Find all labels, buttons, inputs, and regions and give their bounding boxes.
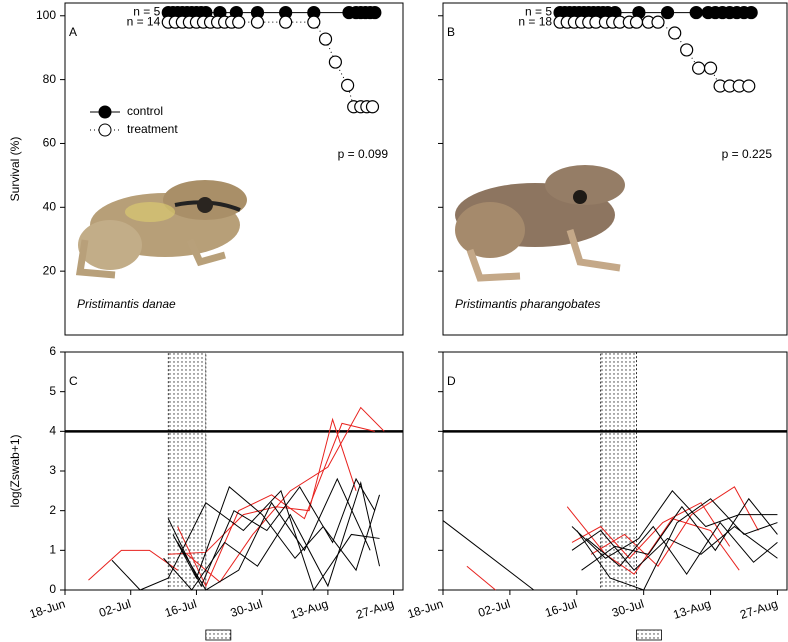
y-axis-label: Survival (%) [8, 137, 22, 202]
series-line [590, 486, 759, 567]
y-axis-label: log(Zswab+1) [8, 434, 22, 507]
p-value: p = 0.099 [338, 147, 389, 161]
x-tick-label: 18-Jun [406, 597, 445, 622]
n-label: n = 14 [127, 14, 161, 28]
y-tick-label: 4 [49, 424, 56, 438]
marker [328, 55, 342, 69]
series-line [560, 21, 749, 87]
marker [365, 100, 380, 114]
n-label: n = 18 [518, 14, 552, 28]
y-tick-label: 40 [43, 199, 57, 213]
x-tick-label: 13-Aug [289, 597, 330, 622]
plot-frame [64, 351, 404, 591]
exposure-key [205, 629, 232, 641]
series-line [586, 521, 778, 576]
y-tick-label: 80 [43, 72, 57, 86]
series-line [581, 497, 778, 571]
marker [660, 5, 675, 20]
y-tick-label: 6 [49, 344, 56, 358]
y-tick-label: 0 [49, 582, 56, 596]
x-tick-label: 13-Aug [671, 597, 712, 622]
series-line [111, 489, 380, 592]
x-tick-label: 27-Aug [354, 597, 395, 622]
legend-marker [98, 105, 112, 119]
panel-label: C [69, 374, 78, 388]
y-tick-label: 3 [49, 463, 56, 477]
legend-label: treatment [127, 122, 178, 136]
marker [307, 15, 321, 29]
panel-label: D [447, 374, 456, 388]
series-line [576, 498, 778, 591]
x-tick-label: 16-Jul [163, 597, 198, 620]
marker [742, 79, 756, 93]
series-line [571, 525, 778, 571]
plot-frame [64, 2, 404, 336]
frog-photo [75, 180, 247, 279]
marker [341, 78, 355, 92]
marker [744, 5, 758, 20]
marker [629, 15, 644, 29]
y-tick-label: 5 [49, 384, 56, 398]
frog-photo [455, 165, 625, 282]
marker [318, 32, 333, 46]
series-line [163, 480, 381, 591]
marker [703, 61, 718, 75]
series-line [571, 490, 778, 559]
exposure-window [167, 351, 207, 591]
x-tick-label: 18-Jun [28, 597, 67, 622]
series-line [88, 549, 178, 581]
species-name: Pristimantis danae [77, 297, 176, 311]
marker [368, 5, 382, 20]
n-label: n = 5 [525, 5, 552, 19]
n-label: n = 5 [133, 5, 160, 19]
marker [250, 15, 265, 29]
marker [232, 15, 246, 29]
y-tick-label: 60 [43, 136, 57, 150]
species-name: Pristimantis pharangobates [455, 297, 600, 311]
y-tick-label: 1 [49, 543, 56, 557]
series-line [167, 477, 376, 588]
series-line [442, 520, 535, 591]
y-tick-label: 2 [49, 503, 56, 517]
marker [692, 61, 706, 75]
legend-label: control [127, 104, 163, 118]
y-tick-label: 20 [43, 263, 57, 277]
series-line [566, 506, 740, 575]
series-line [177, 477, 371, 591]
x-tick-label: 30-Jul [229, 597, 264, 620]
series-line [186, 406, 385, 583]
p-value: p = 0.225 [722, 147, 773, 161]
series-line [571, 502, 731, 560]
series-line [168, 21, 373, 108]
exposure-key [636, 629, 662, 641]
plot-frame [442, 2, 788, 336]
marker [689, 5, 703, 20]
x-tick-label: 02-Jul [97, 597, 132, 620]
x-tick-label: 16-Jul [543, 597, 578, 620]
series-line [466, 565, 496, 591]
x-tick-label: 27-Aug [738, 597, 779, 622]
series-line [172, 486, 381, 580]
x-tick-label: 30-Jul [610, 597, 645, 620]
x-tick-label: 02-Jul [476, 597, 511, 620]
legend-marker [98, 123, 112, 137]
panel-label: B [447, 25, 455, 39]
panel-label: A [69, 25, 77, 39]
y-tick-label: 100 [36, 8, 56, 22]
marker [651, 15, 665, 29]
marker [680, 43, 694, 57]
marker [279, 15, 293, 29]
series-line [177, 422, 375, 588]
marker [668, 26, 682, 40]
